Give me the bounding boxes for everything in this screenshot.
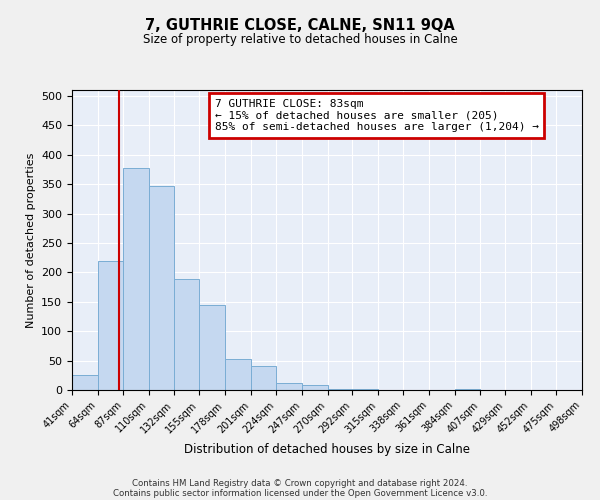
Text: 7 GUTHRIE CLOSE: 83sqm
← 15% of detached houses are smaller (205)
85% of semi-de: 7 GUTHRIE CLOSE: 83sqm ← 15% of detached… — [215, 99, 539, 132]
Bar — [251, 366, 276, 390]
Bar — [149, 186, 173, 390]
Bar — [276, 383, 302, 390]
Bar — [199, 306, 225, 390]
X-axis label: Distribution of detached houses by size in Calne: Distribution of detached houses by size … — [184, 443, 470, 456]
Bar — [302, 386, 328, 390]
Bar — [98, 260, 124, 390]
Bar — [328, 389, 352, 390]
Text: Size of property relative to detached houses in Calne: Size of property relative to detached ho… — [143, 32, 457, 46]
Bar — [173, 280, 199, 390]
Text: Contains public sector information licensed under the Open Government Licence v3: Contains public sector information licen… — [113, 488, 487, 498]
Bar — [124, 168, 149, 390]
Text: 7, GUTHRIE CLOSE, CALNE, SN11 9QA: 7, GUTHRIE CLOSE, CALNE, SN11 9QA — [145, 18, 455, 32]
Bar — [225, 359, 251, 390]
Text: Contains HM Land Registry data © Crown copyright and database right 2024.: Contains HM Land Registry data © Crown c… — [132, 478, 468, 488]
Bar — [72, 376, 98, 390]
Y-axis label: Number of detached properties: Number of detached properties — [26, 152, 35, 328]
